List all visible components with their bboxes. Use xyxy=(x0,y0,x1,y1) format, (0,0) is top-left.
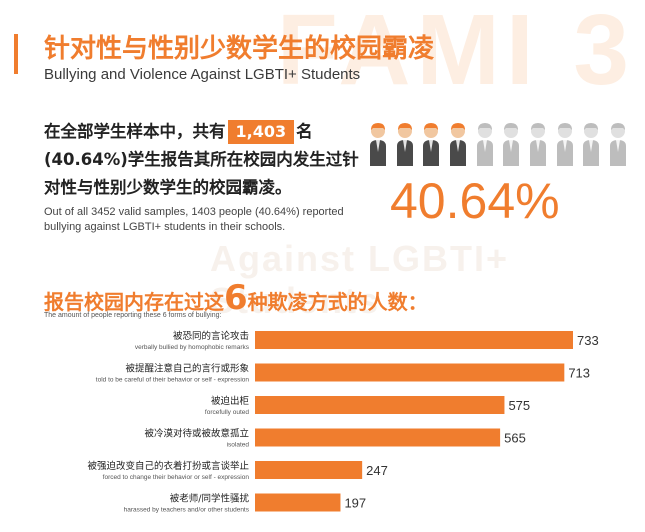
bar-value-label: 733 xyxy=(577,333,599,348)
person-icon-highlighted xyxy=(423,123,440,166)
person-icon xyxy=(476,123,493,166)
chart-heading-pre: 报告校园内存在过这 xyxy=(44,290,224,314)
category-label-en: forced to change their behavior or self … xyxy=(103,474,250,481)
bar xyxy=(255,428,501,447)
category-label-cn: 被老师/同学性骚扰 xyxy=(170,493,250,505)
chart-subheading: The amount of people reporting these 6 f… xyxy=(44,312,222,319)
category-label-cn: 被强迫改变自己的衣着打扮或言谈举止 xyxy=(87,460,249,472)
page-subtitle: Bullying and Violence Against LGBTI+ Stu… xyxy=(44,66,361,83)
background-watermark: FAMI 3 xyxy=(276,0,635,106)
bar-value-label: 575 xyxy=(508,398,530,413)
stat-text-post: 名(40.64%)学生报告其所在校园内发生过针对性与性别少数学生的校园霸凌。 xyxy=(44,122,359,197)
person-icon-highlighted xyxy=(396,123,413,166)
person-icon xyxy=(583,123,600,166)
person-icon-highlighted xyxy=(449,123,466,166)
stat-summary-en: Out of all 3452 valid samples, 1403 peop… xyxy=(44,206,344,233)
bar-value-label: 713 xyxy=(568,366,590,381)
bar-value-label: 247 xyxy=(366,463,388,478)
person-icon xyxy=(609,123,626,166)
person-icon-highlighted xyxy=(370,123,386,166)
category-label-cn: 被冷漠对待或被故意孤立 xyxy=(144,428,249,440)
category-label-cn: 被迫出柜 xyxy=(211,395,250,407)
person-icon xyxy=(556,123,573,166)
bar-value-label: 565 xyxy=(504,431,526,446)
person-icon xyxy=(503,123,520,166)
bar xyxy=(255,461,363,479)
bar xyxy=(255,396,505,414)
stat-percent: 40.64% xyxy=(390,173,560,229)
category-label-cn: 被恐同的言论攻击 xyxy=(173,330,249,342)
bar xyxy=(255,363,565,382)
chart-heading-post: 种欺凌方式的人数： xyxy=(247,290,428,314)
stat-summary-cn: 在全部学生样本中，共有 1,403 名(40.64%)学生报告其所在校园内发生过针对… xyxy=(44,118,374,202)
category-label-en: isolated xyxy=(227,442,250,449)
bar-value-label: 197 xyxy=(344,496,366,511)
chart-heading: 报告校园内存在过这6种欺凌方式的人数： xyxy=(44,278,428,318)
title-accent-bar xyxy=(14,34,18,74)
background-watermark-2: Against LGBTI+ Students xyxy=(210,238,510,321)
page-title: 针对性与性别少数学生的校园霸凌 xyxy=(44,34,435,64)
category-label-en: harassed by teachers and/or other studen… xyxy=(124,507,250,514)
chart-heading-number: 6 xyxy=(224,278,248,318)
person-icon xyxy=(529,123,546,166)
stat-count-badge: 1,403 xyxy=(227,120,295,144)
stat-text-pre: 在全部学生样本中，共有 xyxy=(44,122,226,141)
category-label-en: forcefully outed xyxy=(205,409,249,416)
bar xyxy=(255,331,573,349)
category-label-cn: 被提醒注意自己的言行或形象 xyxy=(125,363,249,375)
category-label-en: told to be careful of their behavior or … xyxy=(96,377,250,384)
bar xyxy=(255,493,341,512)
people-icon-row xyxy=(368,122,628,168)
category-label-en: verbally bullied by homophobic remarks xyxy=(135,344,250,351)
